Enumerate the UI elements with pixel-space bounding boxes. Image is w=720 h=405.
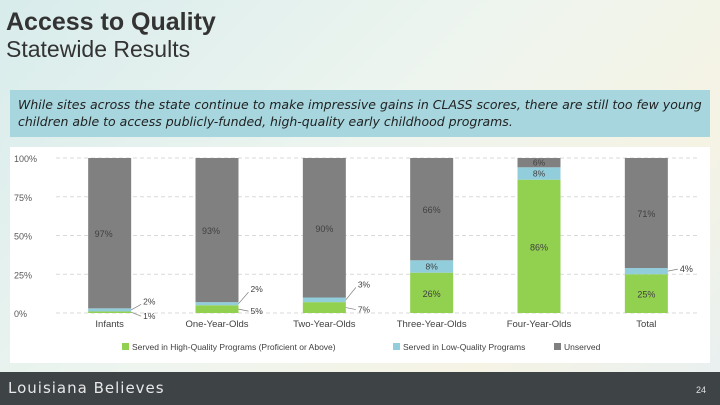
bar-segment — [88, 311, 132, 313]
leader-line — [345, 307, 356, 310]
leader-line — [238, 291, 249, 304]
data-label: 97% — [95, 229, 113, 239]
data-label: 26% — [423, 289, 441, 299]
data-label: 86% — [530, 242, 548, 252]
x-category-label: Three-Year-Olds — [397, 319, 467, 330]
footer-brand: Louisiana Believes — [8, 379, 165, 397]
page-number: 24 — [695, 385, 706, 395]
x-category-label: Infants — [95, 319, 124, 330]
data-label: 90% — [315, 224, 333, 234]
legend-label: Served in Low-Quality Programs — [403, 342, 525, 352]
chart-panel: 0% 25% 50% 75% 100% Infants One-Year-Olds Two-Y… — [10, 147, 710, 363]
data-label: 4% — [680, 264, 693, 274]
bar-segment — [88, 158, 132, 309]
stacked-bar-chart: 0% 25% 50% 75% 100% Infants One-Year-Olds Two-Y… — [14, 154, 700, 352]
data-label: 5% — [251, 306, 264, 316]
bar-segment — [517, 167, 561, 180]
bar-segment — [624, 274, 668, 313]
bar-segment — [302, 158, 346, 298]
bar-segment — [624, 268, 668, 275]
bar-segment — [410, 158, 454, 261]
bar-segment — [410, 272, 454, 313]
y-tick-label: 100% — [14, 154, 37, 164]
x-category-label: Total — [636, 319, 656, 330]
bar-segment — [88, 308, 132, 312]
y-tick-label: 0% — [14, 309, 27, 319]
legend-label: Served in High-Quality Programs (Profici… — [132, 342, 336, 352]
x-category-label: Four-Year-Olds — [507, 319, 572, 330]
slide-subtitle: Statewide Results — [6, 36, 191, 62]
callout-text: While sites across the state continue to… — [18, 97, 702, 129]
bar-segment — [302, 297, 346, 303]
y-tick-label: 75% — [14, 193, 32, 203]
bar-segment — [517, 179, 561, 313]
legend-swatch — [393, 343, 400, 350]
data-label: 2% — [251, 284, 264, 294]
data-label: 6% — [533, 158, 546, 168]
leader-line — [131, 311, 142, 317]
y-tick-label: 50% — [14, 232, 32, 242]
data-label: 66% — [423, 205, 441, 215]
data-label: 1% — [143, 311, 156, 321]
data-label: 71% — [637, 209, 655, 219]
bar-segment — [410, 260, 454, 273]
data-label: 8% — [426, 262, 439, 272]
leader-line — [345, 287, 357, 301]
x-category-label: Two-Year-Olds — [293, 319, 356, 330]
data-label: 25% — [637, 290, 655, 300]
bar-segment — [195, 302, 239, 306]
x-category-label: One-Year-Olds — [185, 319, 248, 330]
data-label: 3% — [358, 280, 371, 290]
data-label: 7% — [358, 305, 371, 315]
data-label: 8% — [533, 169, 546, 179]
data-label: 93% — [202, 226, 220, 236]
data-label: 2% — [143, 296, 156, 306]
callout-box: While sites across the state continue to… — [10, 90, 710, 137]
bar-segment — [624, 158, 668, 269]
slide-title: Access to Quality — [6, 8, 216, 36]
bar-segment — [302, 302, 346, 313]
leader-line — [667, 268, 678, 272]
footer-bar: Louisiana Believes 24 — [0, 372, 720, 405]
legend-label: Unserved — [564, 342, 601, 352]
bar-segment — [195, 158, 239, 303]
bar-segment — [195, 305, 239, 313]
leader-line — [130, 304, 142, 311]
bar-segment — [517, 158, 561, 168]
legend-swatch — [554, 343, 561, 350]
leader-line — [238, 308, 249, 312]
legend-swatch — [122, 343, 129, 350]
y-tick-label: 25% — [14, 270, 32, 280]
title-block: Access to Quality Statewide Results — [6, 8, 216, 62]
